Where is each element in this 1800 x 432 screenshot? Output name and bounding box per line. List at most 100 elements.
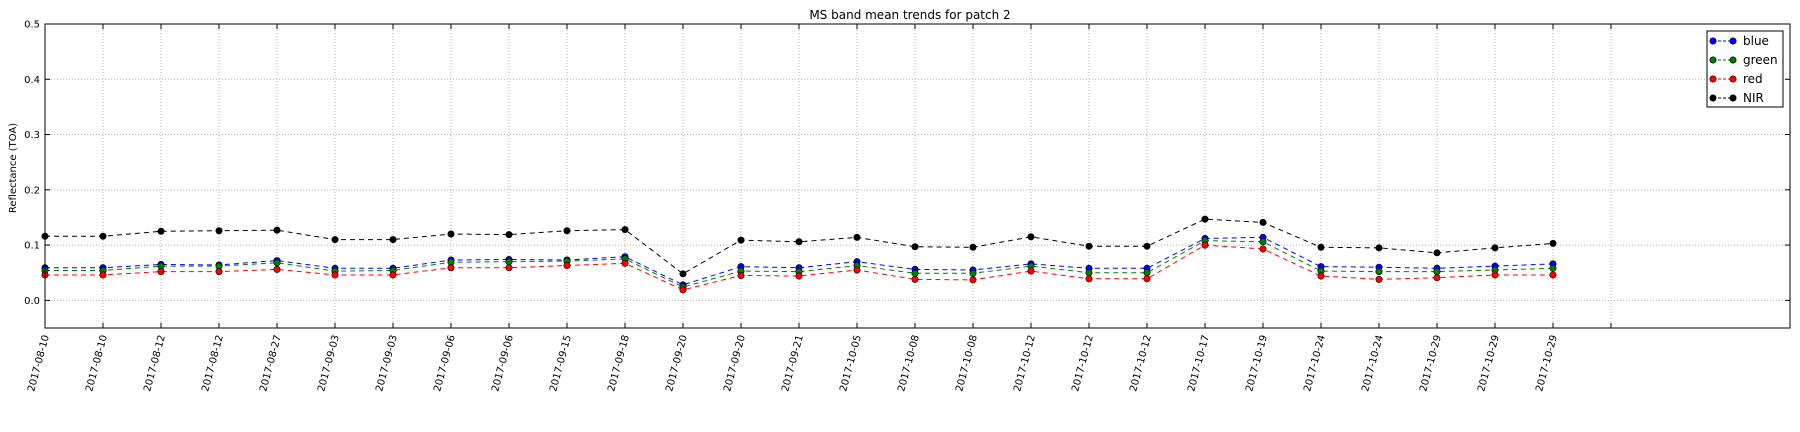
data-point-green [505, 258, 513, 266]
series-line-red [45, 244, 1553, 291]
data-point-red [215, 268, 223, 276]
x-tick-label: 2017-08-27 [258, 334, 284, 393]
data-point-nir [215, 227, 223, 235]
x-tick-label: 2017-09-03 [374, 334, 400, 393]
x-tick-label: 2017-10-29 [1476, 334, 1502, 393]
legend-marker [1709, 94, 1717, 102]
x-tick-label: 2017-09-18 [606, 334, 632, 393]
x-tick-label: 2017-10-12 [1070, 334, 1096, 393]
y-tick-label: 0.0 [24, 296, 40, 307]
data-point-red [1375, 275, 1383, 283]
data-point-nir [1433, 249, 1441, 257]
x-tick-label: 2017-08-12 [200, 334, 226, 393]
data-point-green [1433, 268, 1441, 276]
x-tick-label: 2017-10-29 [1534, 334, 1560, 393]
y-tick-label: 0.5 [24, 20, 40, 31]
data-point-nir [331, 236, 339, 244]
grid [44, 23, 1790, 328]
data-point-red [795, 272, 803, 280]
data-point-nir [969, 243, 977, 251]
series-layer [41, 215, 1557, 294]
x-tick-label: 2017-10-08 [896, 334, 922, 393]
data-point-nir [1085, 242, 1093, 250]
x-tick-label: 2017-10-17 [1186, 334, 1212, 393]
x-tick-label: 2017-10-24 [1302, 334, 1328, 393]
data-point-green [1143, 269, 1151, 277]
x-tick-label: 2017-09-03 [316, 334, 342, 393]
data-point-nir [1259, 218, 1267, 226]
legend: blue green red NIR [1706, 30, 1784, 108]
legend-label-red: red [1743, 72, 1763, 86]
data-point-red [505, 264, 513, 272]
data-point-nir [621, 226, 629, 234]
data-point-red [679, 286, 687, 294]
series-line-green [45, 240, 1554, 288]
x-tick-label: 2017-09-20 [664, 334, 690, 393]
data-point-nir [389, 236, 397, 244]
data-point-nir [157, 227, 165, 235]
legend-marker [1729, 94, 1737, 102]
data-point-nir [505, 231, 513, 239]
data-point-red [1027, 267, 1035, 275]
data-point-nir [1549, 239, 1557, 247]
legend-marker [1729, 56, 1737, 64]
chart-title: MS band mean trends for patch 2 [809, 8, 1010, 22]
data-point-red [447, 264, 455, 272]
data-point-nir [911, 243, 919, 251]
data-point-red [1317, 272, 1325, 280]
x-tick-label: 2017-10-12 [1128, 334, 1154, 393]
data-point-nir [679, 270, 687, 278]
data-point-red [1549, 271, 1557, 279]
x-tick-label: 2017-10-29 [1418, 334, 1444, 393]
legend-label-green: green [1743, 53, 1778, 67]
y-tick-label: 0.1 [24, 241, 40, 252]
data-point-red [853, 266, 861, 274]
data-point-red [1085, 275, 1093, 283]
x-tick-label: 2017-08-12 [142, 334, 168, 393]
data-point-green [1549, 264, 1557, 272]
data-point-nir [1143, 242, 1151, 250]
x-tick-label: 2017-08-10 [84, 334, 110, 393]
x-tick-label: 2017-10-08 [954, 334, 980, 393]
x-tick-label: 2017-10-12 [1012, 334, 1038, 393]
series-line-blue [45, 236, 1554, 286]
legend-marker [1729, 37, 1737, 45]
data-point-red [331, 271, 339, 279]
data-point-red [969, 276, 977, 284]
data-point-nir [1027, 233, 1035, 241]
x-tick-label: 2017-08-10 [26, 334, 52, 393]
data-point-red [157, 268, 165, 276]
data-point-green [1259, 238, 1267, 246]
data-point-red [563, 262, 571, 270]
data-point-nir [853, 233, 861, 241]
data-point-red [737, 271, 745, 279]
data-point-red [273, 265, 281, 273]
legend-box [1706, 30, 1784, 108]
data-point-red [99, 271, 107, 279]
axis-ticks: 0.0 0.1 0.2 0.3 0.4 0.5 2017-08-10 2017-08-10 20… [24, 20, 1790, 393]
x-tick-label: 2017-09-21 [780, 334, 806, 393]
data-point-nir [795, 238, 803, 246]
x-tick-label: 2017-10-19 [1244, 334, 1270, 393]
x-tick-label: 2017-09-06 [490, 334, 516, 393]
data-point-nir [563, 227, 571, 235]
y-tick-label: 0.4 [24, 75, 40, 86]
y-axis-label: Reflectance (TOA) [8, 123, 19, 213]
x-tick-label: 2017-09-06 [432, 334, 458, 393]
data-point-red [1143, 275, 1151, 283]
data-point-red [389, 271, 397, 279]
data-point-nir [1375, 244, 1383, 252]
data-point-red [1259, 245, 1267, 253]
legend-marker [1709, 75, 1717, 83]
data-point-red [911, 275, 919, 283]
data-point-red [1491, 271, 1499, 279]
data-point-green [1085, 269, 1093, 277]
data-point-nir [1201, 215, 1209, 223]
data-point-green [911, 269, 919, 277]
data-point-red [621, 259, 629, 267]
y-tick-label: 0.2 [24, 185, 40, 196]
x-tick-label: 2017-10-24 [1360, 334, 1386, 393]
data-point-nir [273, 226, 281, 234]
legend-marker [1729, 75, 1737, 83]
